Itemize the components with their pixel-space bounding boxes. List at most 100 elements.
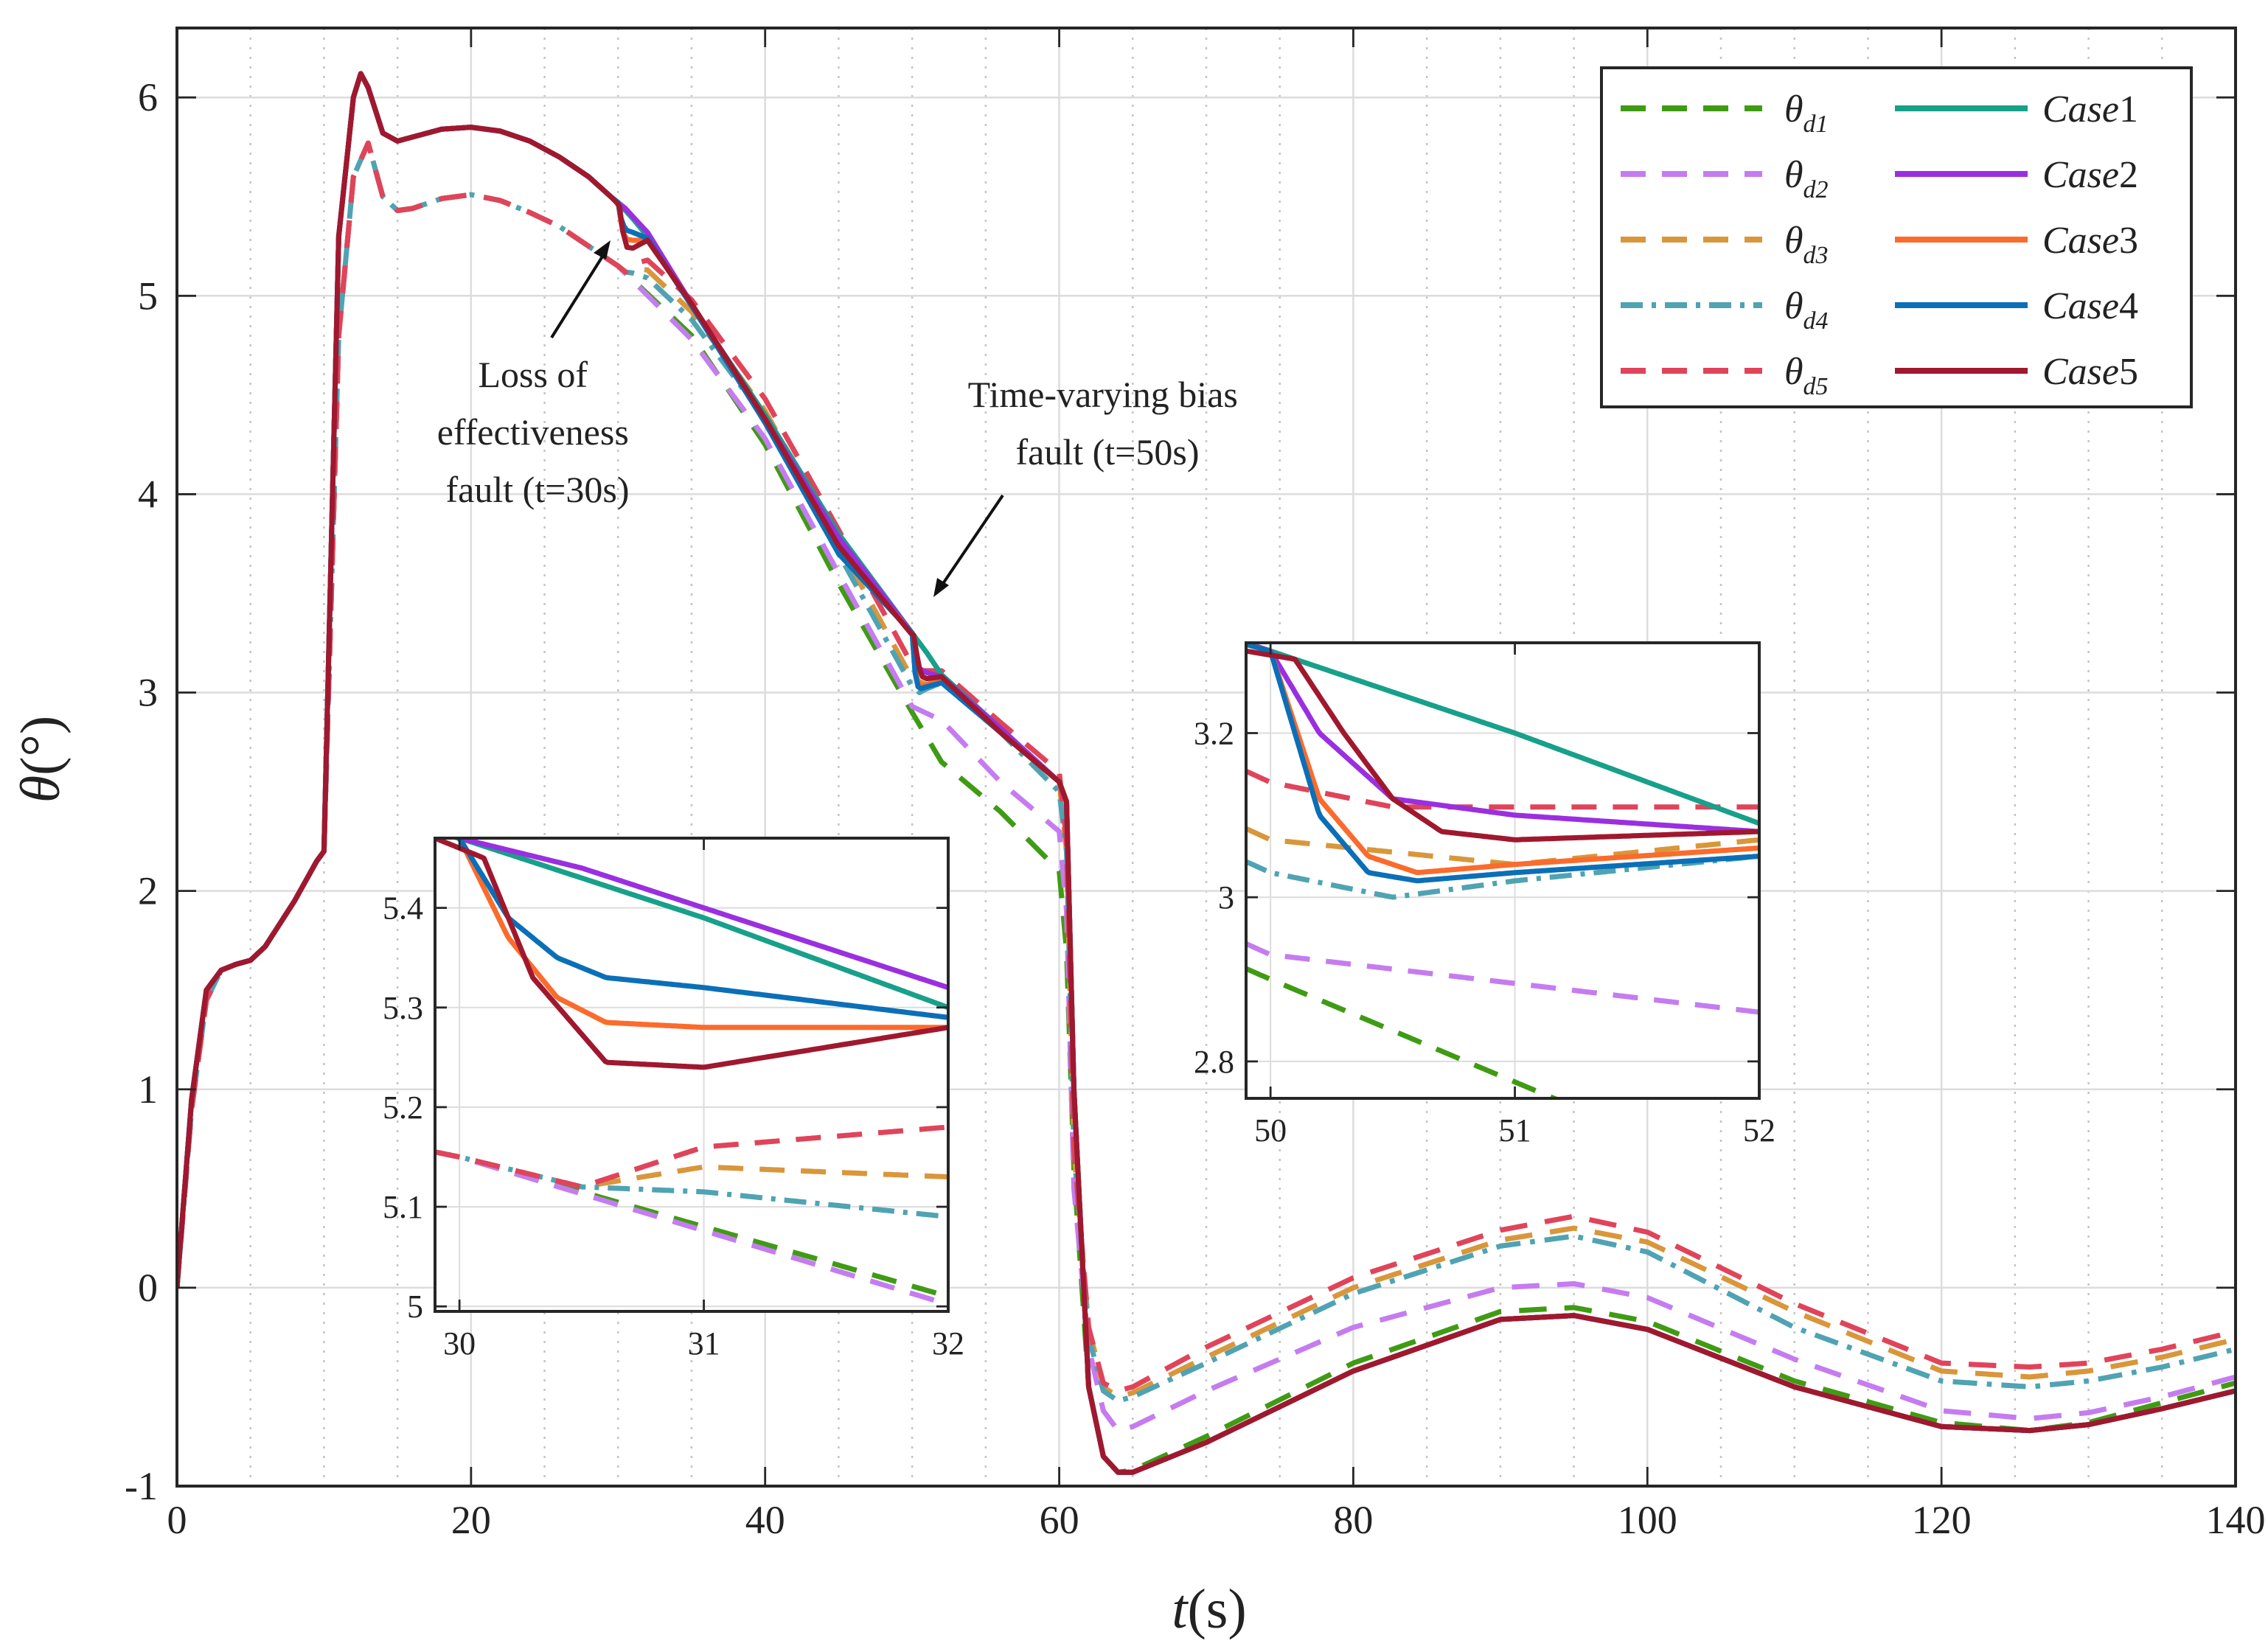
main-ytick-label: 4: [138, 472, 158, 516]
inset30-ytick-label: 5: [407, 1289, 423, 1325]
annotation-arrowhead-50s: [933, 578, 949, 597]
legend-label-symbol: Case: [2042, 154, 2119, 196]
annotation-loss-of-effectiveness: Loss of effectiveness fault (t=30s): [437, 354, 639, 510]
legend-label-case3: Case3: [2042, 220, 2138, 262]
legend-label-subscript: 2: [2119, 154, 2138, 196]
legend-label-subscript: 5: [2119, 351, 2138, 393]
inset30-ytick-label: 5.3: [383, 990, 423, 1026]
inset30-series-case1: [448, 838, 948, 1011]
inset50-series-case4: [1246, 643, 1759, 884]
main-ytick-label: 5: [138, 273, 158, 318]
inset-30-series-lines: [435, 838, 948, 1307]
inset50-series-case3: [1246, 643, 1759, 876]
inset50-ytick-label: 3: [1218, 879, 1234, 916]
main-xtick-label: 140: [2206, 1498, 2266, 1542]
legend-label-symbol: Case: [2042, 220, 2119, 262]
legend-label-theta_d5: θd5: [1784, 351, 1829, 400]
inset50-frame: [1245, 641, 1761, 1100]
legend-label-subscript: d1: [1803, 111, 1829, 138]
inset-30-background: [435, 838, 948, 1311]
inset30-ytick-label: 5.4: [383, 890, 423, 927]
inset50-series-case2: [1246, 643, 1759, 834]
inset50-series-theta_d4: [1246, 854, 1759, 900]
legend-label-subscript: 1: [2119, 88, 2138, 130]
legend-label-theta_d2: θd2: [1784, 154, 1829, 203]
legend-label-symbol: Case: [2042, 285, 2119, 327]
inset-50-series-lines: [1246, 643, 1759, 1098]
main-series-lines: [177, 71, 2236, 1475]
legend-label-symbol: θ: [1784, 88, 1803, 130]
legend-label-theta_d1: θd1: [1784, 88, 1829, 138]
legend-label-theta_d4: θd4: [1784, 285, 1829, 335]
y-axis-label: θ(°): [10, 716, 72, 803]
inset50-ytick-label: 3.2: [1194, 715, 1234, 751]
fault-annotations: Loss of effectiveness fault (t=30s) Time…: [437, 240, 1248, 597]
legend-label-subscript: d3: [1803, 242, 1829, 269]
main-xtick-label: 100: [1618, 1498, 1677, 1542]
main-ytick-label: -1: [125, 1464, 158, 1508]
legend-label-symbol: Case: [2042, 88, 2119, 130]
inset30-series-theta_d2: [435, 1149, 948, 1307]
annotation-arrow-50s: [939, 494, 1004, 588]
inset30-series-case5: [435, 838, 948, 1070]
annotation-time-varying-bias: Time-varying bias fault (t=50s): [968, 374, 1248, 473]
inset30-series-theta_d4: [435, 1149, 948, 1220]
main-xtick-label: 0: [167, 1498, 187, 1542]
inset-50-axes: 50 51 52 2.8 3 3.2: [1194, 641, 1775, 1148]
inset50-series-theta_d2: [1246, 941, 1759, 1015]
legend-label-case4: Case4: [2042, 285, 2138, 327]
legend-label-subscript: d2: [1803, 176, 1829, 203]
inset-50-background: [1246, 643, 1759, 1098]
inset-zoom-30s: 30 31 32 5 5.1 5.2 5.3 5.4: [383, 837, 964, 1362]
legend-label-case5: Case5: [2042, 351, 2138, 393]
main-ytick-label: 6: [138, 75, 158, 119]
inset-30-axes: 30 31 32 5 5.1 5.2 5.3 5.4: [383, 837, 964, 1362]
inset50-series-case1: [1246, 643, 1759, 826]
inset30-xtick-label: 30: [443, 1325, 476, 1362]
legend-label-symbol: θ: [1784, 285, 1803, 327]
inset30-xtick-label: 32: [932, 1325, 964, 1362]
main-xtick-label: 120: [1912, 1498, 1972, 1542]
legend-label-symbol: θ: [1784, 351, 1803, 393]
inset50-xtick-label: 51: [1499, 1112, 1531, 1148]
legend-label-theta_d3: θd3: [1784, 220, 1829, 269]
inset50-xtick-label: 52: [1743, 1112, 1775, 1148]
main-ytick-label: 0: [138, 1266, 158, 1310]
inset30-xtick-label: 31: [688, 1325, 720, 1362]
inset30-series-theta_d5: [435, 1124, 948, 1190]
main-series-case5: [177, 71, 2236, 1475]
main-xtick-label: 40: [745, 1498, 785, 1542]
main-series-theta_d4: [177, 140, 2236, 1404]
legend-label-symbol: θ: [1784, 220, 1803, 262]
main-ytick-label: 1: [138, 1067, 158, 1112]
legend-label-case2: Case2: [2042, 154, 2138, 196]
inset30-ytick-label: 5.1: [383, 1189, 423, 1225]
legend-label-subscript: d5: [1803, 373, 1829, 400]
inset30-ytick-label: 5.2: [383, 1090, 423, 1126]
inset50-series-theta_d5: [1246, 768, 1759, 810]
inset50-series-case5: [1246, 648, 1759, 843]
legend-label-symbol: θ: [1784, 154, 1803, 196]
main-ytick-label: 3: [138, 671, 158, 715]
legend-label-subscript: d4: [1803, 307, 1829, 335]
inset30-frame: [434, 837, 950, 1313]
inset30-series-case2: [448, 838, 948, 991]
inset30-series-case4: [448, 838, 948, 1020]
legend-label-case1: Case1: [2042, 88, 2138, 130]
legend-label-symbol: Case: [2042, 351, 2119, 393]
legend-label-subscript: 3: [2119, 220, 2138, 262]
inset50-series-theta_d1: [1246, 966, 1561, 1098]
inset-zoom-50s: 50 51 52 2.8 3 3.2: [1194, 641, 1775, 1148]
main-xtick-label: 80: [1333, 1498, 1373, 1542]
main-frame: [175, 27, 2237, 1488]
main-gridlines: [175, 28, 2237, 1488]
main-xtick-label: 20: [451, 1498, 491, 1542]
inset50-ytick-label: 2.8: [1194, 1044, 1234, 1080]
x-axis-label: t(s): [1172, 1578, 1246, 1640]
legend-label-subscript: 4: [2119, 285, 2138, 327]
inset50-xtick-label: 50: [1254, 1112, 1287, 1148]
annotation-arrow-30s: [550, 249, 608, 339]
